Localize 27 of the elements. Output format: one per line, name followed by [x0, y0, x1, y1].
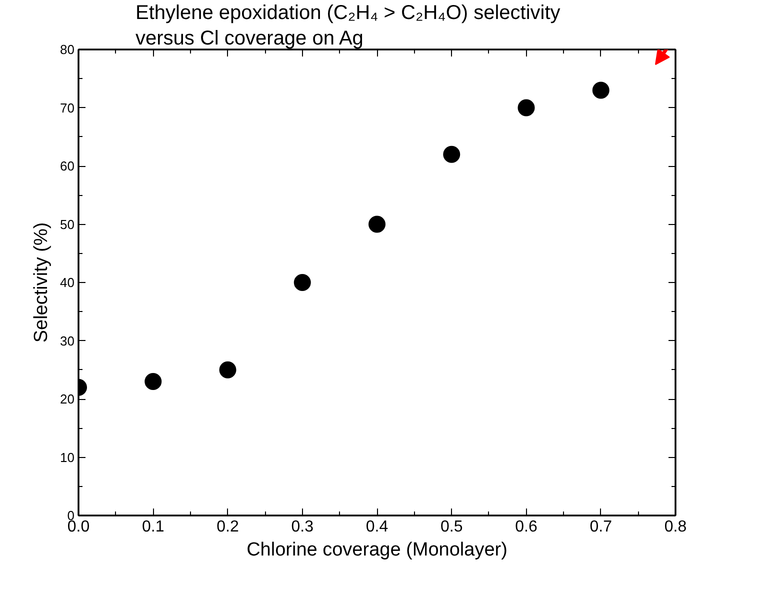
x-tick-label: 0.8 [664, 518, 687, 536]
point [443, 146, 460, 163]
point [592, 82, 610, 99]
chart-title: Ethylene epoxidation (C₂H₄ > C₂H₄O) selectivity versus Cl coverage on Ag [136, 2, 560, 50]
x-tick-label: 0.0 [67, 518, 90, 536]
x-axis-title: Chlorine coverage (Monolayer) [246, 540, 508, 560]
y-tick-label: 10 [60, 450, 75, 465]
y-tick-label: 40 [60, 275, 75, 290]
y-axis-title: Selectivity (%) [31, 222, 52, 343]
x-tick-label: 0.3 [291, 518, 314, 536]
point [219, 361, 236, 378]
y-tick-label: 50 [60, 216, 75, 232]
y-tick-label: 70 [60, 100, 75, 116]
y-tick-label: 80 [60, 42, 75, 57]
y-tick-label: 20 [60, 392, 75, 406]
point [368, 216, 386, 233]
x-tick-label: 0.1 [142, 518, 164, 536]
x-tick-label: 0.4 [366, 518, 388, 536]
y-tick-label: 30 [60, 333, 75, 348]
x-tick-label: 0.6 [515, 518, 538, 536]
point [144, 373, 162, 390]
x-tick-label: 0.5 [440, 518, 463, 536]
y-tick-label: 60 [60, 158, 75, 174]
x-tick-label: 0.7 [590, 518, 612, 536]
point [294, 274, 311, 291]
x-tick-label: 0.2 [216, 518, 239, 536]
point [518, 99, 535, 116]
